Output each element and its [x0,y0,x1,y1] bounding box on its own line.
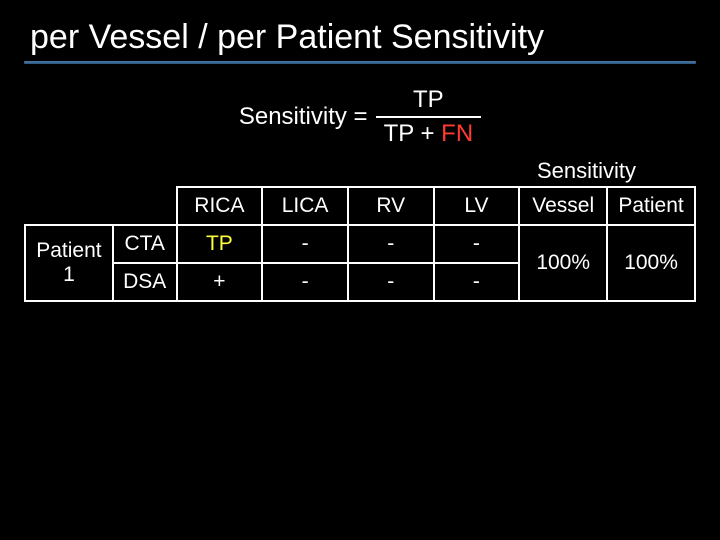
sensitivity-formula: Sensitivity = TP TP + FN [24,86,696,148]
formula-denominator: TP + FN [376,116,482,148]
formula-label: Sensitivity = [239,103,368,131]
modality-dsa: DSA [113,263,177,301]
formula-numerator: TP [405,86,452,116]
vessel-sensitivity: 100% [519,225,607,301]
col-lv: LV [434,187,520,225]
cta-lica: - [262,225,348,263]
title-underline [24,61,696,64]
cta-rv: - [348,225,434,263]
den-fn: FN [441,120,473,147]
dsa-lv: - [434,263,520,301]
blank-cell [25,187,113,225]
patient-sensitivity: 100% [607,225,695,301]
den-tp: TP + [384,120,442,147]
table-header-row: RICA LICA RV LV Vessel Patient [25,187,695,225]
dsa-rica: + [177,263,263,301]
blank-cell [113,187,177,225]
formula-fraction: TP TP + FN [376,86,482,148]
col-rv: RV [348,187,434,225]
cta-rica: TP [177,225,263,263]
col-patient: Patient [607,187,695,225]
patient-label-cell: Patient 1 [25,225,113,301]
sensitivity-group-label: Sensitivity [24,158,696,184]
sensitivity-table: RICA LICA RV LV Vessel Patient Patient 1… [24,186,696,302]
col-lica: LICA [262,187,348,225]
col-rica: RICA [177,187,263,225]
cta-lv: - [434,225,520,263]
table-row: Patient 1 CTA TP - - - 100% 100% [25,225,695,263]
slide-title: per Vessel / per Patient Sensitivity [24,18,696,57]
col-vessel: Vessel [519,187,607,225]
modality-cta: CTA [113,225,177,263]
dsa-rv: - [348,263,434,301]
dsa-lica: - [262,263,348,301]
